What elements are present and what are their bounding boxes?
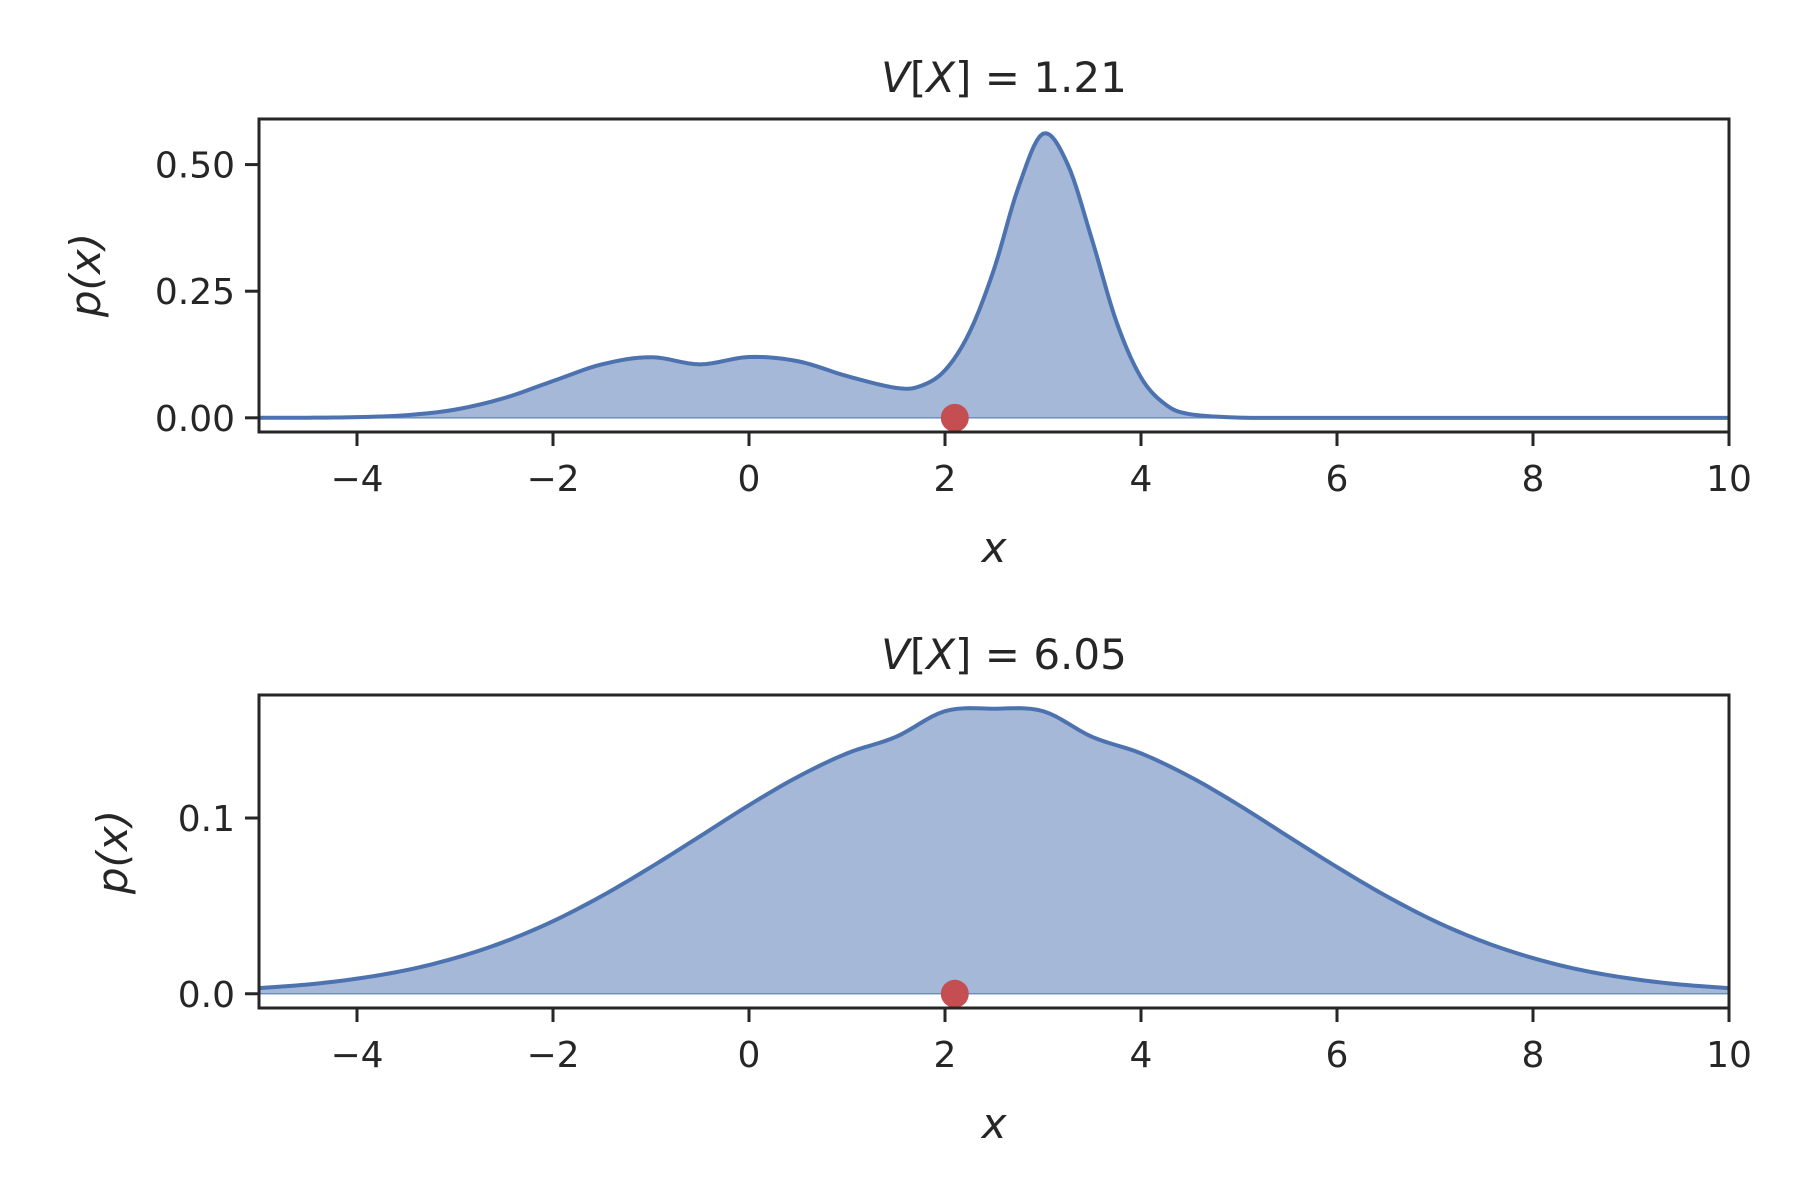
upper-axes-frame: [257, 117, 1731, 434]
lower-axes-frame: [257, 693, 1731, 1010]
lower-x-tick-label: 2: [934, 1035, 957, 1076]
lower-y-tick-label: 0.0: [178, 975, 235, 1016]
upper-plot-area: [259, 131, 1729, 420]
upper-y-tick-label: 0.50: [155, 146, 235, 187]
upper-x-tick-label: 10: [1706, 459, 1752, 500]
upper-chart-title: V[X] = 1.21: [881, 53, 1127, 102]
upper-sample-point: [940, 403, 969, 432]
upper-x-tick-label: 8: [1522, 459, 1545, 500]
lower-x-tick-label: 6: [1326, 1035, 1349, 1076]
lower-density-line: [259, 706, 1729, 991]
upper-x-tick-label: 2: [934, 459, 957, 500]
upper-x-tick-label: −4: [330, 459, 383, 500]
lower-plot-area: [259, 706, 1729, 995]
lower-y-tick-label: 0.1: [178, 799, 235, 840]
upper-density-area: [259, 133, 1729, 418]
lower-x-tick-label: 8: [1522, 1035, 1545, 1076]
upper-y-tick-label: 0.00: [155, 399, 235, 440]
lower-x-tick-label: 4: [1130, 1035, 1153, 1076]
upper-y-tick-label: 0.25: [155, 272, 235, 313]
upper-x-tick-label: 0: [738, 459, 761, 500]
lower-x-tick-label: −4: [330, 1035, 383, 1076]
lower-x-tick-label: −2: [526, 1035, 579, 1076]
lower-chart-title: V[X] = 6.05: [881, 630, 1127, 679]
lower-sample-point: [940, 979, 969, 1008]
upper-x-tick-label: −2: [526, 459, 579, 500]
upper-x-axis-label: x: [980, 523, 1008, 572]
lower-chart-panel: V[X] = 6.05 x p(x) −4 −2 0 2 4 6 8 10 0.0 0.1: [88, 630, 1752, 1148]
lower-x-tick-label: 10: [1706, 1035, 1752, 1076]
upper-density-line: [259, 131, 1729, 420]
upper-x-tick-label: 4: [1130, 459, 1153, 500]
lower-density-area: [259, 708, 1729, 994]
lower-x-tick-label: 0: [738, 1035, 761, 1076]
lower-x-axis-label: x: [980, 1099, 1008, 1148]
upper-y-axis-label: p(x): [61, 233, 110, 318]
upper-x-tick-label: 6: [1326, 459, 1349, 500]
upper-chart-panel: V[X] = 1.21 x p(x) −4 −2 0 2 4 6 8 10 0.00 0.25 0.…: [61, 53, 1752, 572]
lower-y-axis-label: p(x): [88, 810, 137, 895]
